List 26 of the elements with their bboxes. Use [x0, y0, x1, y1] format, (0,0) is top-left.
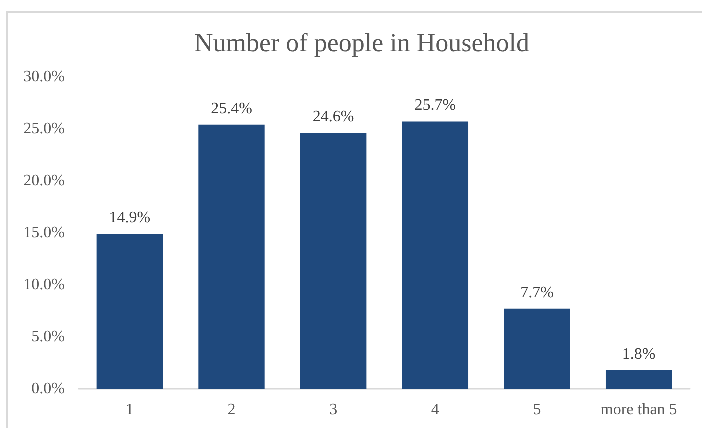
- x-tick-label: 2: [228, 402, 236, 418]
- x-tick-label: 5: [533, 402, 542, 418]
- bar: [300, 133, 367, 389]
- y-tick-label: 30.0%: [24, 68, 65, 86]
- y-tick-label: 15.0%: [24, 224, 65, 242]
- data-label: 14.9%: [109, 210, 151, 227]
- bar: [504, 308, 570, 389]
- y-tick-label: 0.0%: [32, 380, 65, 398]
- x-tick-label: 1: [126, 402, 134, 418]
- data-label: 7.7%: [520, 284, 554, 302]
- data-label: 25.4%: [211, 100, 252, 118]
- x-tick-label: 3: [330, 402, 338, 418]
- data-label: 24.6%: [312, 108, 354, 126]
- bar: [402, 122, 469, 389]
- data-label: 25.7%: [414, 97, 456, 114]
- data-label: 1.8%: [622, 346, 656, 363]
- y-tick-label: 25.0%: [24, 120, 65, 138]
- y-tick-label: 5.0%: [32, 328, 65, 346]
- x-tick-label: more than 5: [600, 402, 678, 418]
- bar: [606, 370, 672, 389]
- bar: [96, 234, 164, 389]
- y-tick-label: 20.0%: [24, 172, 65, 190]
- chart-title: Number of people in Household: [194, 28, 530, 58]
- bar: [198, 124, 265, 389]
- x-tick-label: 4: [431, 402, 440, 418]
- y-tick-label: 10.0%: [24, 276, 65, 294]
